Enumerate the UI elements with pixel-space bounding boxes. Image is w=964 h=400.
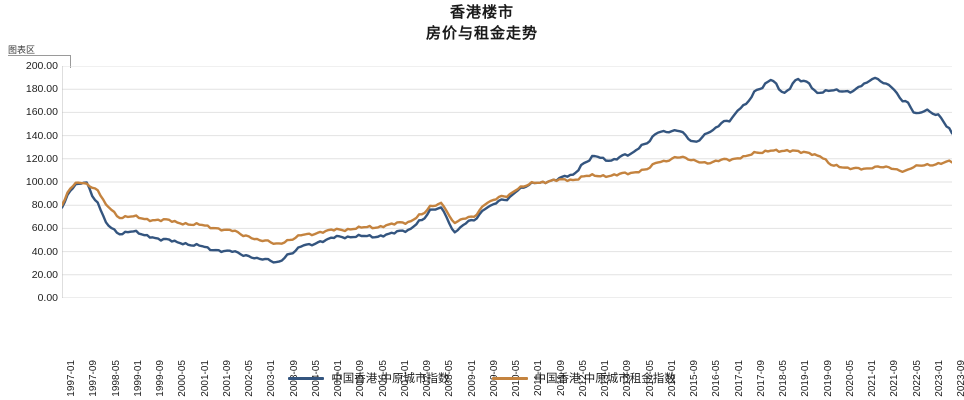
series-line-cci <box>62 76 952 264</box>
y-axis-tick-label: 40.00 <box>31 245 58 258</box>
chart-legend: 中国香港:中原城市指数 中国香港:中原城市租金指数 <box>0 370 964 386</box>
chart-svg <box>62 66 952 298</box>
legend-color-swatch <box>491 376 528 380</box>
y-axis-tick-label: 180.00 <box>25 83 58 96</box>
y-axis-tick-label: 60.00 <box>31 222 58 235</box>
legend-label: 中国香港:中原城市租金指数 <box>534 373 676 385</box>
y-axis-tick-label: 200.00 <box>25 60 58 72</box>
y-axis-tick-label: 120.00 <box>25 152 58 165</box>
chart-area-bracket <box>8 55 71 68</box>
x-axis-labels: 1997-01 1997-09 1998-05 1999-01 1999-09 2000-… <box>62 302 964 397</box>
legend-item-rental[interactable]: 中国香港:中原城市租金指数 <box>491 370 676 386</box>
y-axis-labels: 200.00 180.00 160.00 140.00 120.00 100.00 80.0… <box>0 60 58 304</box>
y-axis-tick-label: 100.00 <box>25 176 58 188</box>
y-axis-tick-label: 160.00 <box>25 106 58 119</box>
chart-title: 香港楼市 房价与租金走势 <box>0 2 964 44</box>
legend-label: 中国香港:中原城市指数 <box>331 373 450 385</box>
legend-color-swatch <box>288 376 325 380</box>
y-axis-tick-label: 80.00 <box>31 199 58 212</box>
gridlines <box>62 66 952 298</box>
chart-title-line2: 房价与租金走势 <box>425 25 538 42</box>
chart-area-tag: 图表区 <box>8 45 36 55</box>
y-axis-tick-label: 140.00 <box>25 129 58 142</box>
y-axis-tick-label: 20.00 <box>31 268 58 281</box>
plot-area <box>62 66 952 298</box>
legend-item-cci[interactable]: 中国香港:中原城市指数 <box>288 370 450 386</box>
y-axis-tick-label: 0.00 <box>37 292 58 304</box>
chart-title-line1: 香港楼市 <box>449 4 514 21</box>
series-line-rental <box>62 148 952 246</box>
